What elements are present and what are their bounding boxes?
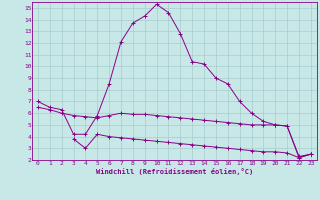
X-axis label: Windchill (Refroidissement éolien,°C): Windchill (Refroidissement éolien,°C) [96, 168, 253, 175]
